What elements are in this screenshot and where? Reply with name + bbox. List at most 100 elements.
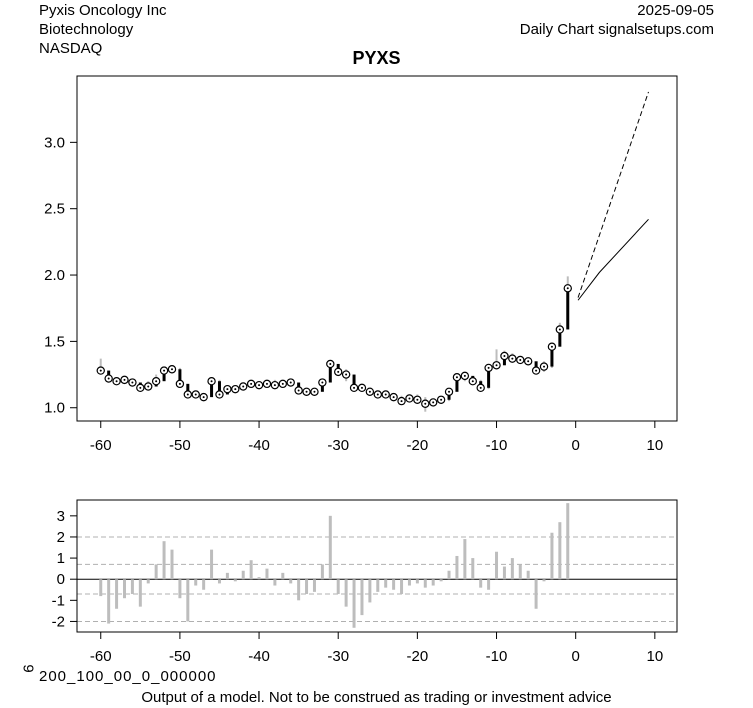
close-dot (337, 370, 340, 373)
close-dot (400, 400, 403, 403)
x-tick-label: -30 (327, 648, 349, 665)
close-dot (115, 380, 118, 383)
close-dot (226, 388, 229, 391)
close-dot (511, 357, 514, 360)
header-left: Pyxis Oncology Inc Biotechnology NASDAQ (39, 1, 167, 58)
close-dot (178, 382, 181, 385)
close-dot (273, 384, 276, 387)
close-dot (147, 385, 150, 388)
close-dot (289, 381, 292, 384)
close-dot (155, 380, 158, 383)
axis-artifact-label: 200_100_00_0_000000 (39, 668, 217, 685)
close-dot (123, 378, 126, 381)
forecast-line-lower (577, 218, 649, 301)
y-tick-label: -2 (52, 613, 65, 630)
close-dot (297, 389, 300, 392)
close-dot (448, 390, 451, 393)
close-dot (258, 384, 261, 387)
x-tick-label: -20 (407, 648, 429, 665)
x-tick-label: -50 (169, 648, 191, 665)
close-dot (218, 393, 221, 396)
y-tick-label: -1 (52, 592, 65, 609)
close-dot (432, 401, 435, 404)
y-tick-label: 1.0 (44, 400, 65, 417)
close-dot (368, 390, 371, 393)
x-tick-label: -10 (486, 437, 508, 454)
chart-date: 2025-09-05 (637, 2, 714, 19)
close-dot (99, 369, 102, 372)
x-tick-label: -10 (486, 648, 508, 665)
x-tick-label: -40 (248, 648, 270, 665)
indicator-plot-frame (76, 499, 678, 633)
close-dot (186, 393, 189, 396)
x-tick-label: -50 (169, 437, 191, 454)
exchange-label: NASDAQ (39, 40, 103, 57)
x-tick-label: -40 (248, 437, 270, 454)
close-dot (234, 388, 237, 391)
close-dot (535, 369, 538, 372)
close-dot (360, 386, 363, 389)
chart-source: Daily Chart signalsetups.com (519, 21, 714, 38)
x-tick-label: -60 (90, 437, 112, 454)
close-dot (305, 390, 308, 393)
close-dot (107, 377, 110, 380)
close-dot (503, 354, 506, 357)
close-dot (345, 373, 348, 376)
company-name: Pyxis Oncology Inc (39, 2, 167, 19)
forecast-line-upper (577, 91, 649, 298)
close-dot (408, 397, 411, 400)
y-tick-label: 1.5 (44, 333, 65, 350)
y-tick-label: 3 (57, 508, 65, 525)
close-dot (170, 368, 173, 371)
close-dot (163, 369, 166, 372)
sector-label: Biotechnology (39, 21, 134, 38)
close-dot (495, 364, 498, 367)
close-dot (463, 374, 466, 377)
close-dot (519, 358, 522, 361)
close-dot (313, 390, 316, 393)
x-tick-label: -30 (327, 437, 349, 454)
close-dot (550, 345, 553, 348)
y-tick-label: 0 (57, 571, 65, 588)
close-dot (479, 386, 482, 389)
close-dot (265, 382, 268, 385)
close-dot (455, 376, 458, 379)
close-dot (416, 398, 419, 401)
x-tick-label: -60 (90, 648, 112, 665)
price-plot-frame (76, 75, 678, 422)
close-dot (202, 396, 205, 399)
close-dot (424, 402, 427, 405)
close-dot (329, 362, 332, 365)
close-dot (527, 360, 530, 363)
y-tick-label: 2 (57, 529, 65, 546)
close-dot (281, 382, 284, 385)
close-dot (376, 393, 379, 396)
close-dot (558, 328, 561, 331)
price-panel: -60 -50 -40 -30 -20 -10 0 10 1.0 1.5 2.0 2.5 3.0 (44, 75, 678, 454)
close-dot (210, 380, 213, 383)
y-tick-label: 2.5 (44, 201, 65, 218)
close-dot (487, 366, 490, 369)
axis-artifact-digit: 9 (19, 664, 37, 673)
close-dot (384, 393, 387, 396)
close-dot (471, 380, 474, 383)
close-dot (139, 386, 142, 389)
close-dot (440, 398, 443, 401)
close-dot (566, 287, 569, 290)
y-tick-label: 1 (57, 550, 65, 567)
x-tick-label: 10 (646, 437, 663, 454)
y-tick-label: 3.0 (44, 134, 65, 151)
y-tick-label: 2.0 (44, 267, 65, 284)
x-tick-label: 10 (646, 648, 663, 665)
x-tick-label: -20 (407, 437, 429, 454)
disclaimer: Output of a model. Not to be construed a… (141, 689, 612, 706)
x-tick-label: 0 (572, 437, 580, 454)
header-right: 2025-09-05 Daily Chart signalsetups.com (520, 1, 714, 39)
close-dot (250, 382, 253, 385)
close-dot (321, 381, 324, 384)
close-dot (194, 393, 197, 396)
close-dot (392, 396, 395, 399)
close-dot (543, 365, 546, 368)
